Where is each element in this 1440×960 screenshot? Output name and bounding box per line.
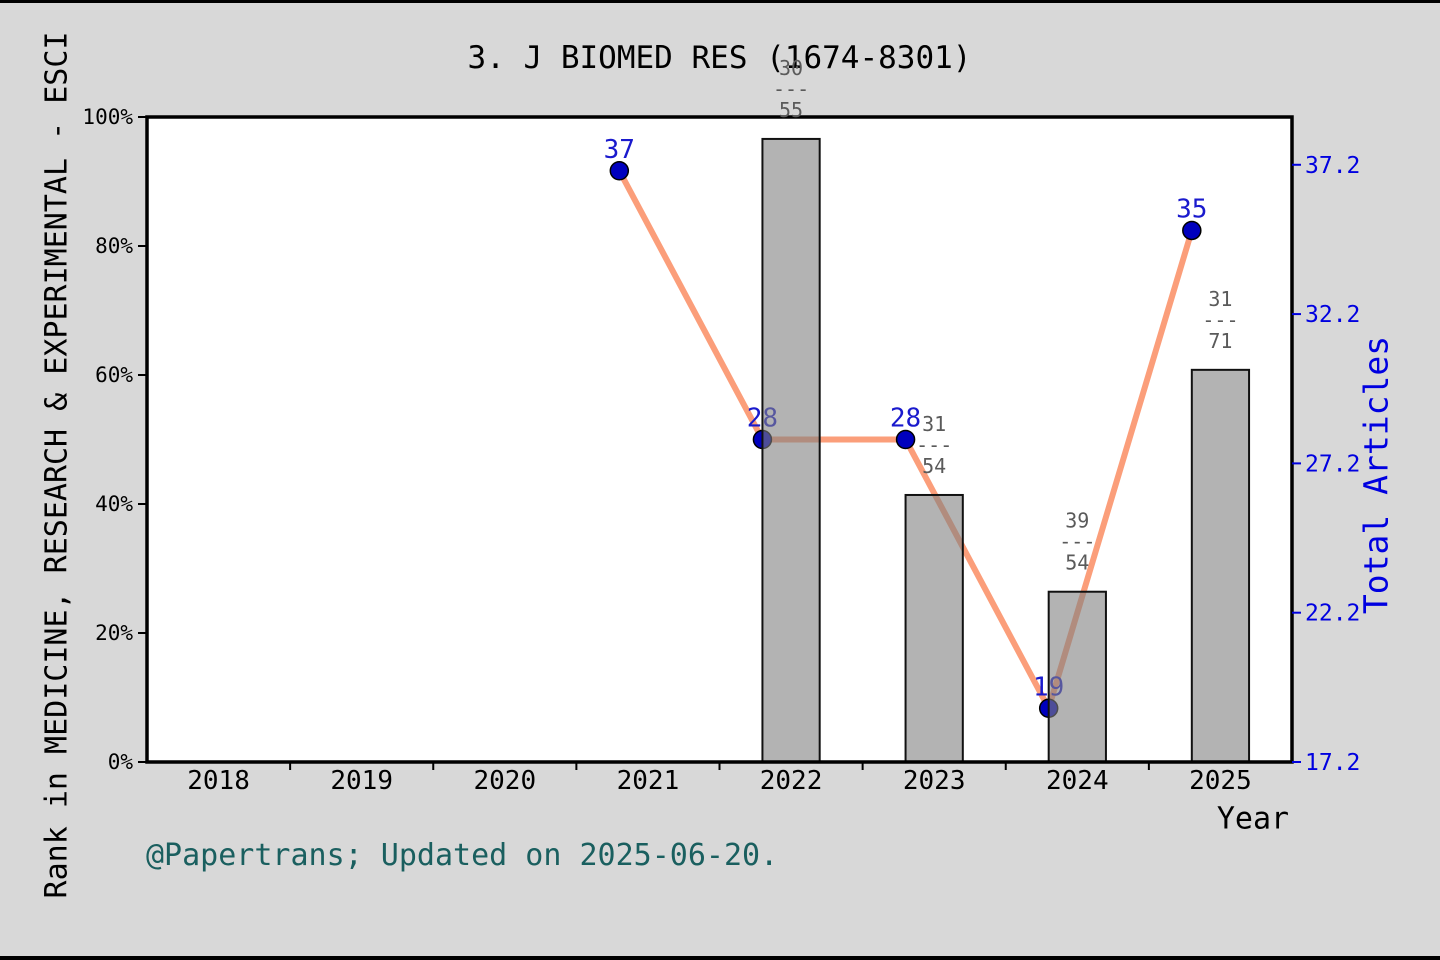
left-tick-label-40%: 40%	[95, 492, 133, 516]
bar-2022	[761, 137, 821, 763]
window-top-border	[0, 0, 1440, 3]
fraction-bar-2024: ---	[1059, 530, 1095, 554]
left-tick-label-20%: 20%	[95, 621, 133, 645]
x-tick-label-2023: 2023	[903, 766, 966, 796]
fraction-bar-2022: ---	[773, 77, 809, 101]
x-tick-label-2019: 2019	[330, 766, 393, 796]
point-label-2023: 28	[890, 404, 921, 434]
bar-2023	[904, 493, 964, 763]
fraction-numerator-2023: 31	[922, 412, 946, 436]
fraction-denominator-2025: 71	[1208, 329, 1232, 353]
data-point-2025	[1182, 220, 1202, 241]
right-tick-label-27.2: 27.2	[1305, 451, 1360, 477]
data-point-2023	[895, 429, 916, 450]
right-tick-label-32.2: 32.2	[1305, 302, 1360, 328]
fraction-bar-2023: ---	[916, 433, 952, 457]
right-tick-label-17.2: 17.2	[1305, 750, 1360, 776]
x-tick-label-2018: 2018	[187, 766, 250, 796]
window-bottom-border	[0, 956, 1440, 960]
point-label-2025: 35	[1176, 194, 1207, 224]
fraction-denominator-2023: 54	[922, 454, 946, 478]
fraction-denominator-2022: 55	[779, 98, 803, 122]
x-axis-title: Year	[1216, 801, 1290, 837]
right-tick-label-37.2: 37.2	[1305, 153, 1360, 179]
left-tick-label-0%: 0%	[108, 750, 134, 774]
fraction-bar-2025: ---	[1202, 308, 1238, 332]
data-point-2021	[609, 161, 630, 181]
left-tick-label-100%: 100%	[82, 105, 133, 129]
watermark-text: @Papertrans; Updated on 2025-06-20.	[146, 838, 779, 873]
plot-background	[147, 117, 1292, 762]
bar-2025	[1190, 368, 1251, 763]
right-tick-label-22.2: 22.2	[1305, 601, 1360, 627]
left-tick-label-60%: 60%	[95, 363, 133, 387]
x-tick-label-2025: 2025	[1189, 766, 1252, 796]
point-label-2021: 37	[604, 135, 635, 165]
chart-title: 3. J BIOMED RES (1674-8301)	[467, 40, 972, 76]
x-tick-label-2020: 2020	[474, 766, 537, 796]
fraction-numerator-2025: 31	[1208, 287, 1232, 311]
x-tick-label-2022: 2022	[760, 766, 823, 796]
x-tick-label-2024: 2024	[1046, 766, 1109, 796]
x-tick-label-2021: 2021	[617, 766, 680, 796]
fraction-numerator-2022: 30	[779, 56, 803, 80]
bar-2024	[1047, 590, 1107, 763]
fraction-denominator-2024: 54	[1065, 551, 1089, 575]
fraction-numerator-2024: 39	[1065, 509, 1089, 533]
left-tick-label-80%: 80%	[95, 234, 133, 258]
